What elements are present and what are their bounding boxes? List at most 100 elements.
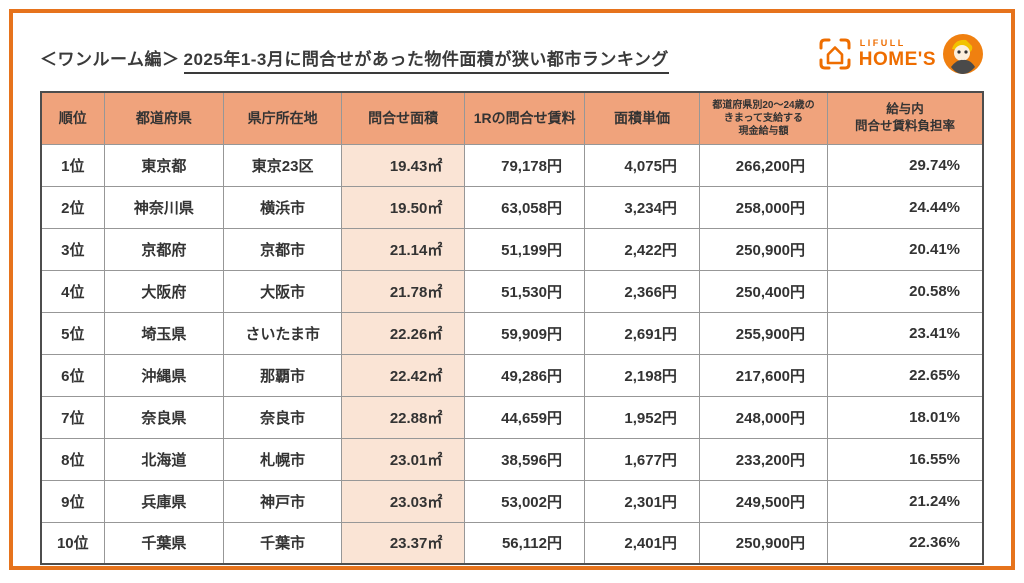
cell-rank: 10位 [40, 521, 105, 565]
col-header-rank: 順位 [40, 91, 105, 145]
table-row: 6位 沖縄県 那覇市 22.42㎡ 49,286円 2,198円 217,600円 22.65… [40, 353, 984, 397]
cell-rank: 6位 [40, 353, 105, 397]
cell-capital-city: 那覇市 [223, 353, 342, 397]
cell-rank: 1位 [40, 143, 105, 187]
table-row: 3位 京都府 京都市 21.14㎡ 51,199円 2,422円 250,900円 20.41… [40, 227, 984, 271]
cell-rent-burden-ratio: 21.24% [827, 479, 984, 523]
cell-inquiry-area: 23.01㎡ [340, 437, 466, 481]
cell-prefecture: 北海道 [103, 437, 225, 481]
cell-capital-city: 京都市 [223, 227, 342, 271]
table-row: 8位 北海道 札幌市 23.01㎡ 38,596円 1,677円 233,200円 16.55… [40, 437, 984, 481]
page-title: ＜ワンルーム編＞ 2025年1-3月に問合せがあった物件面積が狭い都市ランキング [40, 39, 669, 74]
cell-inquiry-area: 23.03㎡ [340, 479, 466, 523]
cell-1r-inquiry-rent: 59,909円 [464, 311, 585, 355]
cell-inquiry-area: 19.43㎡ [340, 143, 466, 187]
cell-unit-price: 1,952円 [584, 395, 700, 439]
title-main: 2025年1-3月に問合せがあった物件面積が狭い都市ランキング [183, 49, 669, 74]
cell-rank: 3位 [40, 227, 105, 271]
cell-1r-inquiry-rent: 79,178円 [464, 143, 585, 187]
table-row: 2位 神奈川県 横浜市 19.50㎡ 63,058円 3,234円 258,000円 24.4… [40, 185, 984, 229]
cell-1r-inquiry-rent: 38,596円 [464, 437, 585, 481]
cell-prefecture: 兵庫県 [103, 479, 225, 523]
cell-unit-price: 2,198円 [584, 353, 700, 397]
cell-inquiry-area: 21.14㎡ [340, 227, 466, 271]
cell-capital-city: 札幌市 [223, 437, 342, 481]
cell-cash-salary: 250,900円 [698, 227, 829, 271]
logo-homes-text: HOME'S [858, 49, 936, 70]
cell-1r-inquiry-rent: 53,002円 [464, 479, 585, 523]
cell-rent-burden-ratio: 29.74% [827, 143, 984, 187]
cell-cash-salary: 250,400円 [698, 269, 829, 313]
cell-unit-price: 2,301円 [584, 479, 700, 523]
cell-1r-inquiry-rent: 51,199円 [464, 227, 585, 271]
cell-unit-price: 2,691円 [584, 311, 700, 355]
house-frame-icon [819, 38, 851, 70]
logo-lifull-text: LIFULL [859, 38, 906, 48]
cell-cash-salary: 250,900円 [698, 521, 829, 565]
mascot-icon [943, 34, 983, 74]
table-row: 7位 奈良県 奈良市 22.88㎡ 44,659円 1,952円 248,000円 18.01… [40, 395, 984, 439]
col-header-rent-burden-ratio: 給与内 問合せ賃料負担率 [827, 91, 984, 145]
col-header-cash-salary: 都道府県別20〜24歳の きまって支給する 現金給与額 [698, 91, 829, 145]
cell-rent-burden-ratio: 20.58% [827, 269, 984, 313]
cell-1r-inquiry-rent: 49,286円 [464, 353, 585, 397]
cell-cash-salary: 266,200円 [698, 143, 829, 187]
cell-capital-city: 神戸市 [223, 479, 342, 523]
cell-unit-price: 1,677円 [584, 437, 700, 481]
cell-rent-burden-ratio: 23.41% [827, 311, 984, 355]
cell-rank: 7位 [40, 395, 105, 439]
col-header-capital-city: 県庁所在地 [223, 91, 342, 145]
cell-1r-inquiry-rent: 56,112円 [464, 521, 585, 565]
table-header: 順位 都道府県 県庁所在地 問合せ面積 1Rの問合せ賃料 面積単価 都道府県別2… [40, 91, 984, 145]
cell-cash-salary: 249,500円 [698, 479, 829, 523]
col-header-prefecture: 都道府県 [103, 91, 225, 145]
table-row: 1位 東京都 東京23区 19.43㎡ 79,178円 4,075円 266,200円 29.… [40, 143, 984, 187]
cell-1r-inquiry-rent: 44,659円 [464, 395, 585, 439]
cell-1r-inquiry-rent: 51,530円 [464, 269, 585, 313]
cell-capital-city: 奈良市 [223, 395, 342, 439]
ranking-card: ＜ワンルーム編＞ 2025年1-3月に問合せがあった物件面積が狭い都市ランキング … [9, 9, 1015, 570]
table-body: 1位 東京都 東京23区 19.43㎡ 79,178円 4,075円 266,200円 29.… [40, 143, 984, 565]
cell-inquiry-area: 23.37㎡ [340, 521, 466, 565]
cell-unit-price: 4,075円 [584, 143, 700, 187]
table-row: 5位 埼玉県 さいたま市 22.26㎡ 59,909円 2,691円 255,900円 23.… [40, 311, 984, 355]
cell-prefecture: 奈良県 [103, 395, 225, 439]
cell-unit-price: 2,366円 [584, 269, 700, 313]
cell-capital-city: 横浜市 [223, 185, 342, 229]
cell-prefecture: 沖縄県 [103, 353, 225, 397]
cell-unit-price: 3,234円 [584, 185, 700, 229]
cell-capital-city: さいたま市 [223, 311, 342, 355]
lifull-homes-logo: LIFULL HOME'S [817, 33, 984, 75]
cell-rent-burden-ratio: 22.65% [827, 353, 984, 397]
cell-rent-burden-ratio: 22.36% [827, 521, 984, 565]
cell-cash-salary: 217,600円 [698, 353, 829, 397]
cell-prefecture: 埼玉県 [103, 311, 225, 355]
cell-rent-burden-ratio: 16.55% [827, 437, 984, 481]
table-row: 10位 千葉県 千葉市 23.37㎡ 56,112円 2,401円 250,900円 22.3… [40, 521, 984, 565]
cell-rent-burden-ratio: 18.01% [827, 395, 984, 439]
cell-inquiry-area: 22.42㎡ [340, 353, 466, 397]
cell-prefecture: 大阪府 [103, 269, 225, 313]
cell-rank: 9位 [40, 479, 105, 523]
col-header-inquiry-area: 問合せ面積 [340, 91, 466, 145]
cell-1r-inquiry-rent: 63,058円 [464, 185, 585, 229]
cell-rank: 8位 [40, 437, 105, 481]
cell-capital-city: 千葉市 [223, 521, 342, 565]
card-header: ＜ワンルーム編＞ 2025年1-3月に問合せがあった物件面積が狭い都市ランキング … [40, 28, 984, 80]
cell-inquiry-area: 22.26㎡ [340, 311, 466, 355]
logo-wordmark: LIFULL HOME'S [858, 38, 936, 70]
cell-unit-price: 2,401円 [584, 521, 700, 565]
cell-inquiry-area: 22.88㎡ [340, 395, 466, 439]
cell-cash-salary: 255,900円 [698, 311, 829, 355]
cell-rank: 4位 [40, 269, 105, 313]
cell-cash-salary: 248,000円 [698, 395, 829, 439]
cell-unit-price: 2,422円 [584, 227, 700, 271]
cell-rank: 2位 [40, 185, 105, 229]
title-prefix: ＜ワンルーム編＞ [40, 49, 180, 69]
cell-cash-salary: 258,000円 [698, 185, 829, 229]
cell-prefecture: 神奈川県 [103, 185, 225, 229]
cell-prefecture: 千葉県 [103, 521, 225, 565]
cell-capital-city: 大阪市 [223, 269, 342, 313]
cell-prefecture: 京都府 [103, 227, 225, 271]
col-header-1r-inquiry-rent: 1Rの問合せ賃料 [464, 91, 585, 145]
